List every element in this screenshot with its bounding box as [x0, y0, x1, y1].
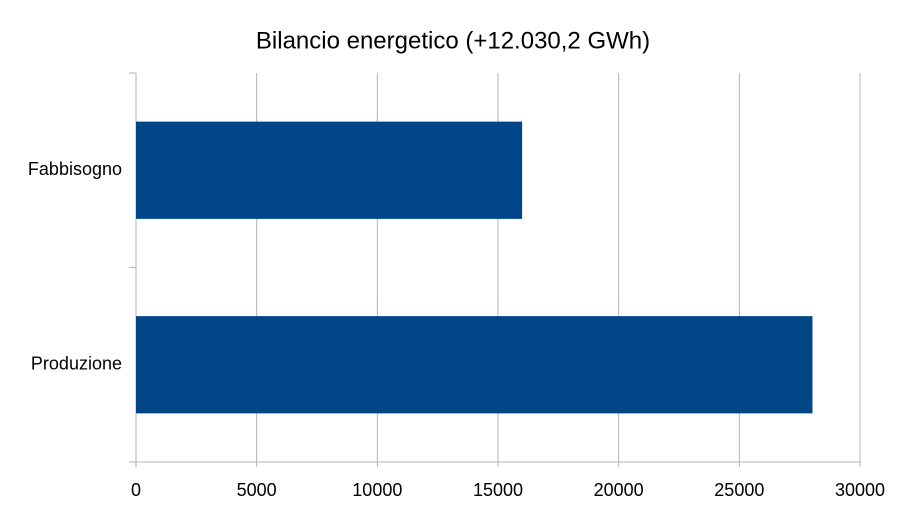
x-tick-label: 5000	[237, 480, 277, 500]
x-tick-label: 0	[131, 480, 141, 500]
x-tick-label: 25000	[714, 480, 764, 500]
x-tick-label: 15000	[473, 480, 523, 500]
y-tick-label: Produzione	[31, 354, 122, 374]
chart-title: Bilancio energetico (+12.030,2 GWh)	[256, 27, 650, 54]
x-tick-label: 20000	[594, 480, 644, 500]
y-tick-label: Fabbisogno	[28, 159, 122, 179]
x-tick-label: 10000	[352, 480, 402, 500]
bar	[136, 121, 523, 219]
bar	[136, 316, 813, 414]
x-tick-label: 30000	[835, 480, 885, 500]
